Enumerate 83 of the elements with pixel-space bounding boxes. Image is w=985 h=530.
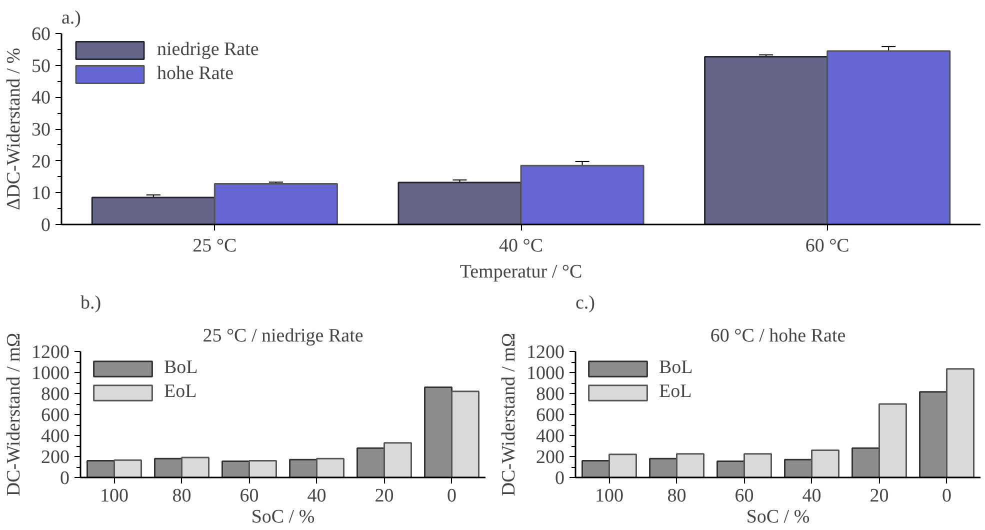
bar xyxy=(704,56,828,224)
bar xyxy=(676,453,704,478)
x-tick-label: 0 xyxy=(942,486,952,506)
bar xyxy=(86,460,115,478)
x-axis-title: SoC / % xyxy=(251,506,315,528)
x-tick-label: 20 xyxy=(374,486,394,506)
y-tick-label: 30 xyxy=(32,120,50,140)
y-tick-label: 1000 xyxy=(526,363,564,384)
bar xyxy=(114,459,142,478)
text: a.) xyxy=(62,8,82,28)
y-tick-label: 600 xyxy=(536,405,564,426)
x-tick-label: 60 xyxy=(734,486,754,506)
y-tick-label: 1000 xyxy=(32,363,70,384)
bar xyxy=(384,442,412,478)
bar xyxy=(91,196,216,224)
y-tick-label: 0 xyxy=(41,215,50,236)
y-tick-label: 50 xyxy=(32,56,50,77)
y-tick-label: 600 xyxy=(41,405,70,426)
x-tick-label: 40 xyxy=(802,486,822,506)
y-tick-label: 10 xyxy=(32,183,50,204)
bar xyxy=(289,458,318,478)
y-axis-title: DC-Widerstand / mΩ xyxy=(498,332,520,496)
bar xyxy=(248,460,277,478)
bar xyxy=(649,458,678,478)
legend-label: EoL xyxy=(164,381,197,403)
bar xyxy=(716,460,745,478)
y-tick-label: 1200 xyxy=(526,342,564,363)
text: c.) xyxy=(576,292,596,314)
x-tick-label: 100 xyxy=(595,486,624,506)
y-tick-label: 0 xyxy=(555,468,564,489)
bar xyxy=(784,458,812,478)
x-axis-title: SoC / % xyxy=(746,506,810,528)
bar xyxy=(424,386,452,478)
x-tick-label: 80 xyxy=(172,486,192,506)
bar xyxy=(214,183,338,224)
bar xyxy=(608,454,637,478)
x-tick-label: 0 xyxy=(447,486,456,506)
y-tick-label: 200 xyxy=(41,447,70,468)
bar xyxy=(946,368,974,478)
bar xyxy=(520,164,644,224)
bar xyxy=(811,449,840,478)
x-tick-label: 40 xyxy=(307,486,326,506)
bar xyxy=(744,453,772,478)
y-axis-title: DC-Widerstand / mΩ xyxy=(4,332,24,496)
y-axis-title: ΔDC-Widerstand / % xyxy=(4,48,24,210)
bar xyxy=(356,447,385,478)
bar xyxy=(181,456,210,478)
bar xyxy=(919,391,948,478)
y-tick-label: 60 xyxy=(32,24,50,45)
y-tick-label: 200 xyxy=(536,447,564,468)
y-tick-label: 400 xyxy=(41,426,70,447)
y-tick-label: 800 xyxy=(536,384,564,405)
chart-title: 60 °C / hohe Rate xyxy=(710,326,846,346)
bar xyxy=(398,182,522,224)
text: b.) xyxy=(80,292,102,314)
x-tick-label: 60 xyxy=(240,486,259,506)
legend-label: niedrige Rate xyxy=(157,39,259,61)
y-tick-label: 1200 xyxy=(32,342,70,363)
x-tick-label: 80 xyxy=(667,486,686,506)
x-axis-title: Temperatur / °C xyxy=(460,262,582,282)
bar xyxy=(154,458,182,478)
bar xyxy=(852,447,880,478)
x-tick-label: 100 xyxy=(100,486,128,506)
x-tick-label: 20 xyxy=(870,486,889,506)
x-tick-label: 25 °C xyxy=(192,236,237,256)
bar xyxy=(316,458,344,478)
y-tick-label: 40 xyxy=(32,88,50,109)
y-tick-label: 800 xyxy=(41,384,70,405)
bar xyxy=(582,460,610,478)
y-tick-label: 20 xyxy=(32,151,50,172)
x-tick-label: 40 °C xyxy=(498,236,544,256)
bar xyxy=(222,460,250,478)
bar xyxy=(878,403,907,478)
y-tick-label: 0 xyxy=(60,468,70,489)
chart-title: 25 °C / niedrige Rate xyxy=(202,326,364,346)
legend-label: EoL xyxy=(659,381,692,403)
legend-label: hohe Rate xyxy=(157,63,234,85)
legend-label: BoL xyxy=(659,357,693,379)
bar xyxy=(826,50,951,224)
x-tick-label: 60 °C xyxy=(805,236,850,256)
bar xyxy=(451,390,480,478)
y-tick-label: 400 xyxy=(536,426,564,447)
legend-label: BoL xyxy=(164,357,198,379)
